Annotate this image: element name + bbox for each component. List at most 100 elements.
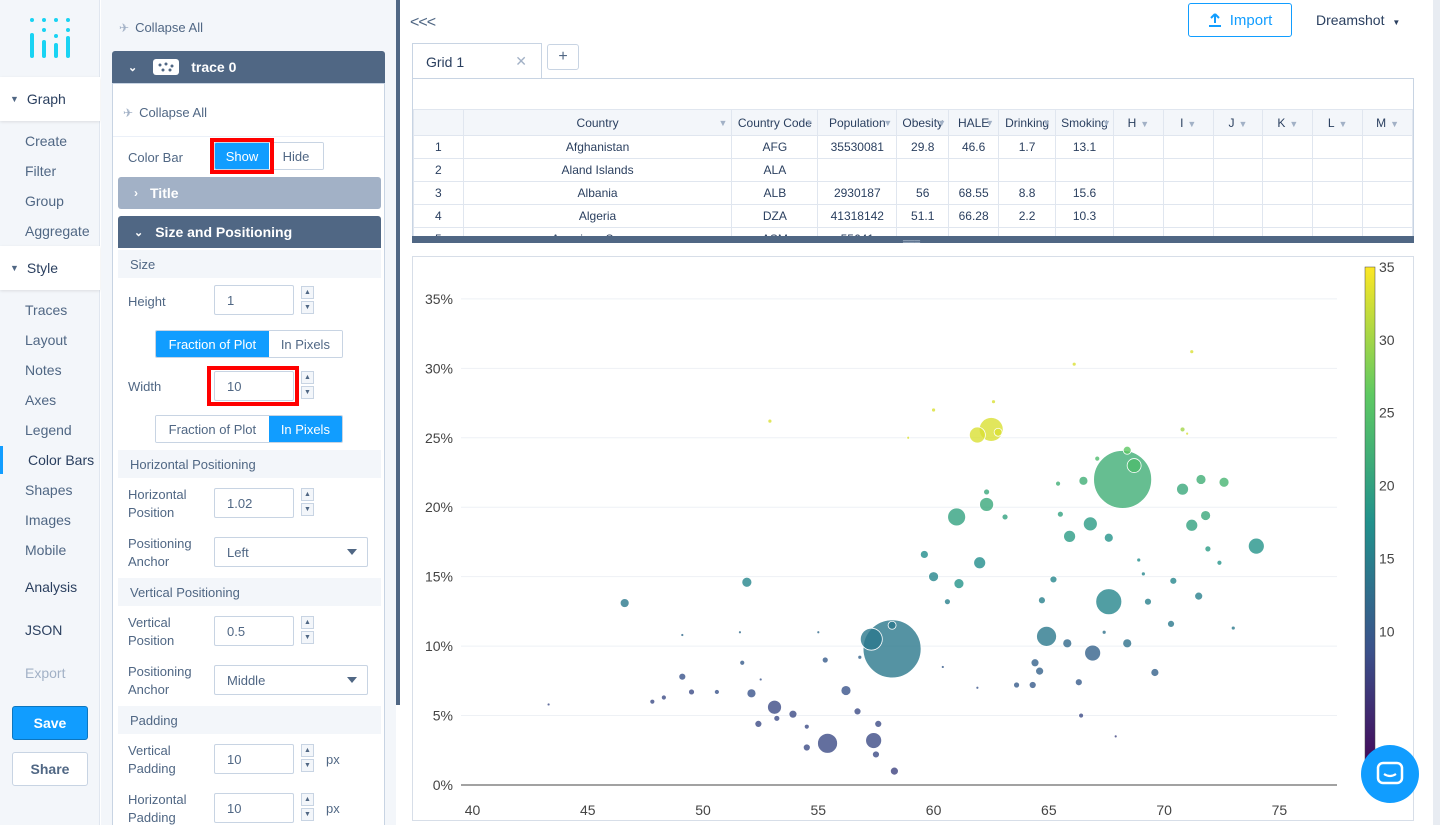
table-cell[interactable] bbox=[1212, 158, 1264, 182]
width-stepper[interactable]: ▲ ▼ bbox=[301, 371, 314, 399]
width-input[interactable]: 10 bbox=[214, 371, 294, 401]
table-cell[interactable] bbox=[1113, 204, 1164, 228]
table-cell[interactable] bbox=[1162, 181, 1214, 205]
width-pixels-button[interactable]: In Pixels bbox=[268, 416, 342, 442]
nav-item-filter[interactable]: Filter bbox=[25, 163, 57, 179]
table-cell[interactable]: 10.3 bbox=[1055, 204, 1114, 228]
table-cell[interactable] bbox=[1262, 135, 1314, 159]
page-scrollbar[interactable] bbox=[1433, 0, 1440, 825]
chart-area[interactable]: 0% 5% 10% 15% 20% 25% 30% 35% 40 45 50 55 60 65 70 75 10… bbox=[412, 256, 1414, 821]
share-button[interactable]: Share bbox=[12, 752, 88, 786]
nav-item-notes[interactable]: Notes bbox=[25, 362, 62, 378]
import-button[interactable]: Import bbox=[1188, 3, 1292, 37]
vertical-position-stepper[interactable]: ▲ ▼ bbox=[301, 616, 314, 644]
drag-handle-icon[interactable]: ═══ bbox=[903, 237, 921, 246]
table-cell[interactable]: Algeria bbox=[462, 204, 733, 228]
table-row[interactable]: 4 Algeria DZA 41318142 51.1 66.28 2.2 10.3 bbox=[413, 204, 1413, 228]
table-cell[interactable]: 66.28 bbox=[948, 204, 1000, 228]
table-cell[interactable] bbox=[817, 158, 898, 182]
table-cell[interactable] bbox=[1262, 204, 1314, 228]
height-input[interactable]: 1 bbox=[214, 285, 294, 315]
table-cell[interactable] bbox=[1362, 204, 1413, 228]
panel-divider[interactable] bbox=[396, 0, 400, 705]
table-cell[interactable] bbox=[1113, 158, 1164, 182]
horizontal-padding-stepper[interactable]: ▲ ▼ bbox=[301, 793, 314, 821]
table-cell[interactable] bbox=[1162, 204, 1214, 228]
horizontal-position-input[interactable]: 1.02 bbox=[214, 488, 294, 518]
column-header[interactable]: Population ▼ bbox=[817, 109, 898, 136]
save-button[interactable]: Save bbox=[12, 706, 88, 740]
table-cell[interactable] bbox=[1362, 158, 1413, 182]
table-cell[interactable]: DZA bbox=[731, 204, 819, 228]
table-cell[interactable] bbox=[1113, 181, 1164, 205]
collapse-panel-chevrons[interactable]: <<< bbox=[410, 14, 436, 31]
tab-grid-1[interactable]: Grid 1 ✕ bbox=[412, 43, 542, 79]
width-fraction-button[interactable]: Fraction of Plot bbox=[156, 416, 269, 442]
nav-style-group[interactable]: ▼ Style bbox=[0, 246, 100, 290]
add-grid-button[interactable]: + bbox=[547, 44, 579, 70]
row-index-cell[interactable]: 2 bbox=[413, 158, 464, 182]
column-header[interactable]: M ▼ bbox=[1362, 109, 1413, 136]
column-header[interactable]: K ▼ bbox=[1262, 109, 1314, 136]
height-stepper[interactable]: ▲ ▼ bbox=[301, 286, 314, 314]
horizontal-padding-input[interactable]: 10 bbox=[214, 793, 294, 823]
table-cell[interactable]: 35530081 bbox=[817, 135, 898, 159]
table-cell[interactable]: AFG bbox=[731, 135, 819, 159]
table-cell[interactable] bbox=[1212, 204, 1264, 228]
hide-button[interactable]: Hide bbox=[269, 143, 323, 169]
table-cell[interactable]: Albania bbox=[462, 181, 733, 205]
nav-item-images[interactable]: Images bbox=[25, 512, 71, 528]
collapse-all-button[interactable]: ✈ Collapse All bbox=[119, 20, 203, 35]
column-header[interactable]: Drinking ▼ bbox=[998, 109, 1057, 136]
height-fraction-button[interactable]: Fraction of Plot bbox=[156, 331, 269, 357]
table-cell[interactable]: 46.6 bbox=[948, 135, 1000, 159]
close-icon[interactable]: ✕ bbox=[515, 53, 527, 69]
row-index-cell[interactable]: 4 bbox=[413, 204, 464, 228]
column-header[interactable]: H ▼ bbox=[1113, 109, 1164, 136]
table-cell[interactable]: 51.1 bbox=[896, 204, 950, 228]
table-cell[interactable] bbox=[1362, 135, 1413, 159]
table-cell[interactable]: 8.8 bbox=[998, 181, 1057, 205]
show-button[interactable]: Show bbox=[215, 143, 269, 169]
table-cell[interactable] bbox=[1312, 158, 1364, 182]
table-cell[interactable]: Afghanistan bbox=[462, 135, 733, 159]
vertical-padding-stepper[interactable]: ▲ ▼ bbox=[301, 744, 314, 772]
row-index-cell[interactable]: 1 bbox=[413, 135, 464, 159]
scatter-chart[interactable]: 0% 5% 10% 15% 20% 25% 30% 35% 40 45 50 55 60 65 70 75 10… bbox=[413, 257, 1415, 822]
table-cell[interactable] bbox=[1312, 204, 1364, 228]
table-cell[interactable]: 41318142 bbox=[817, 204, 898, 228]
table-row[interactable]: 3 Albania ALB 2930187 56 68.55 8.8 15.6 bbox=[413, 181, 1413, 205]
v-anchor-dropdown[interactable]: Middle bbox=[214, 665, 368, 695]
user-menu[interactable]: Dreamshot ▼ bbox=[1316, 12, 1400, 28]
column-header[interactable]: HALE ▼ bbox=[948, 109, 1000, 136]
vertical-position-input[interactable]: 0.5 bbox=[214, 616, 294, 646]
height-pixels-button[interactable]: In Pixels bbox=[268, 331, 342, 357]
table-cell[interactable] bbox=[1055, 158, 1114, 182]
table-cell[interactable]: 29.8 bbox=[896, 135, 950, 159]
nav-item-group[interactable]: Group bbox=[25, 193, 64, 209]
table-cell[interactable]: 2.2 bbox=[998, 204, 1057, 228]
column-header[interactable]: L ▼ bbox=[1312, 109, 1364, 136]
table-cell[interactable] bbox=[1162, 158, 1214, 182]
table-cell[interactable] bbox=[896, 158, 950, 182]
size-section-header[interactable]: ⌄ Size and Positioning bbox=[118, 216, 381, 248]
table-cell[interactable]: 1.7 bbox=[998, 135, 1057, 159]
nav-item-legend[interactable]: Legend bbox=[25, 422, 72, 438]
title-section-header[interactable]: › Title bbox=[118, 177, 381, 209]
horizontal-position-stepper[interactable]: ▲ ▼ bbox=[301, 488, 314, 516]
nav-item-mobile[interactable]: Mobile bbox=[25, 542, 67, 558]
table-cell[interactable] bbox=[1113, 135, 1164, 159]
table-cell[interactable] bbox=[1312, 135, 1364, 159]
table-row[interactable]: 2 Aland Islands ALA bbox=[413, 158, 1413, 182]
nav-item-shapes[interactable]: Shapes bbox=[25, 482, 73, 498]
column-header[interactable]: Country ▼ bbox=[462, 109, 733, 136]
nav-export[interactable]: Export bbox=[25, 665, 66, 681]
table-cell[interactable] bbox=[1262, 181, 1314, 205]
table-cell[interactable]: Aland Islands bbox=[462, 158, 733, 182]
table-cell[interactable]: 2930187 bbox=[817, 181, 898, 205]
table-cell[interactable]: ALB bbox=[731, 181, 819, 205]
table-cell[interactable] bbox=[998, 158, 1057, 182]
nav-item-traces[interactable]: Traces bbox=[25, 302, 68, 318]
column-header[interactable]: Country Code ▼ bbox=[731, 109, 819, 136]
trace-header[interactable]: ⌄ trace 0 bbox=[112, 51, 385, 83]
